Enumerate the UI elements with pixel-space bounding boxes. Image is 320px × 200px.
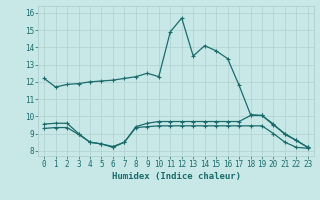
X-axis label: Humidex (Indice chaleur): Humidex (Indice chaleur) bbox=[111, 172, 241, 181]
